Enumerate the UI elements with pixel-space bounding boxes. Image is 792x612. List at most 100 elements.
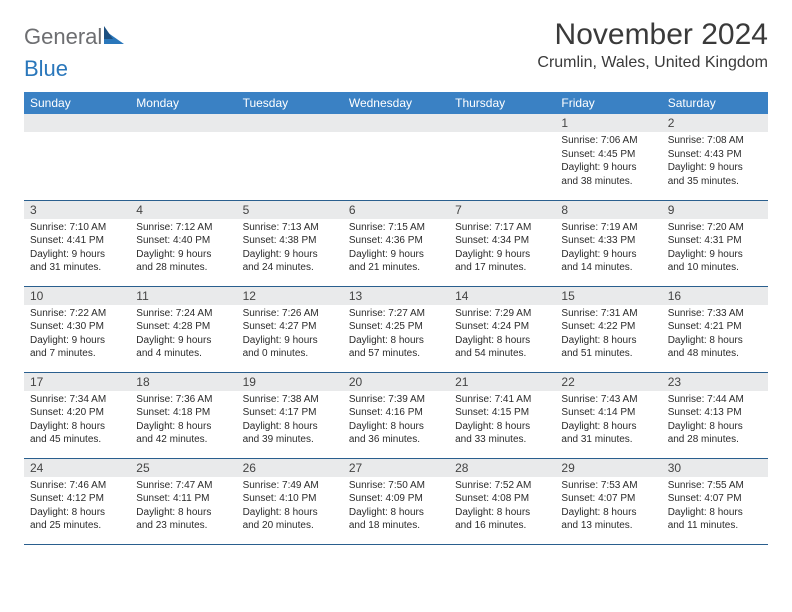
day-details: Sunrise: 7:36 AMSunset: 4:18 PMDaylight:… [130,391,236,451]
daylight-text: Daylight: 8 hours and 36 minutes. [349,420,443,447]
day-number: 5 [237,201,343,219]
daylight-text: Daylight: 9 hours and 17 minutes. [455,248,549,275]
calendar-day-cell: 2Sunrise: 7:08 AMSunset: 4:43 PMDaylight… [662,114,768,200]
day-number: 14 [449,287,555,305]
daylight-text: Daylight: 8 hours and 48 minutes. [668,334,762,361]
daylight-text: Daylight: 9 hours and 4 minutes. [136,334,230,361]
sunrise-text: Sunrise: 7:26 AM [243,307,337,321]
sunset-text: Sunset: 4:16 PM [349,406,443,420]
sunrise-text: Sunrise: 7:15 AM [349,221,443,235]
sunset-text: Sunset: 4:08 PM [455,492,549,506]
daylight-text: Daylight: 9 hours and 24 minutes. [243,248,337,275]
sunset-text: Sunset: 4:43 PM [668,148,762,162]
day-details: Sunrise: 7:22 AMSunset: 4:30 PMDaylight:… [24,305,130,365]
day-number [24,114,130,132]
day-details: Sunrise: 7:27 AMSunset: 4:25 PMDaylight:… [343,305,449,365]
sunset-text: Sunset: 4:34 PM [455,234,549,248]
brand-logo: General [24,24,124,50]
calendar-day-cell [237,114,343,200]
sunrise-text: Sunrise: 7:19 AM [561,221,655,235]
daylight-text: Daylight: 9 hours and 7 minutes. [30,334,124,361]
calendar-day-cell: 29Sunrise: 7:53 AMSunset: 4:07 PMDayligh… [555,458,661,544]
sunset-text: Sunset: 4:12 PM [30,492,124,506]
day-details: Sunrise: 7:39 AMSunset: 4:16 PMDaylight:… [343,391,449,451]
sunset-text: Sunset: 4:11 PM [136,492,230,506]
weekday-header: Sunday [24,92,130,114]
calendar-week-row: 10Sunrise: 7:22 AMSunset: 4:30 PMDayligh… [24,286,768,372]
day-number: 10 [24,287,130,305]
sunrise-text: Sunrise: 7:53 AM [561,479,655,493]
sunset-text: Sunset: 4:27 PM [243,320,337,334]
day-number: 20 [343,373,449,391]
sunset-text: Sunset: 4:33 PM [561,234,655,248]
calendar-day-cell: 21Sunrise: 7:41 AMSunset: 4:15 PMDayligh… [449,372,555,458]
day-number: 11 [130,287,236,305]
calendar-day-cell: 23Sunrise: 7:44 AMSunset: 4:13 PMDayligh… [662,372,768,458]
calendar-day-cell: 4Sunrise: 7:12 AMSunset: 4:40 PMDaylight… [130,200,236,286]
calendar-day-cell [343,114,449,200]
sunset-text: Sunset: 4:41 PM [30,234,124,248]
day-details: Sunrise: 7:17 AMSunset: 4:34 PMDaylight:… [449,219,555,279]
day-number: 18 [130,373,236,391]
day-number: 22 [555,373,661,391]
daylight-text: Daylight: 8 hours and 16 minutes. [455,506,549,533]
daylight-text: Daylight: 8 hours and 42 minutes. [136,420,230,447]
calendar-day-cell: 12Sunrise: 7:26 AMSunset: 4:27 PMDayligh… [237,286,343,372]
sunrise-text: Sunrise: 7:06 AM [561,134,655,148]
day-number: 1 [555,114,661,132]
calendar-day-cell: 15Sunrise: 7:31 AMSunset: 4:22 PMDayligh… [555,286,661,372]
day-number: 27 [343,459,449,477]
day-number: 3 [24,201,130,219]
calendar-day-cell: 13Sunrise: 7:27 AMSunset: 4:25 PMDayligh… [343,286,449,372]
day-details: Sunrise: 7:38 AMSunset: 4:17 PMDaylight:… [237,391,343,451]
calendar-body: 1 Sunrise: 7:06 AMSunset: 4:45 PM Daylight… [24,114,768,544]
daylight-text: Daylight: 8 hours and 54 minutes. [455,334,549,361]
day-details: Sunrise: 7:31 AMSunset: 4:22 PMDaylight:… [555,305,661,365]
daylight-text: Daylight: 9 hours and 0 minutes. [243,334,337,361]
sunset-text: Sunset: 4:22 PM [561,320,655,334]
calendar-week-row: 1Sunrise: 7:06 AMSunset: 4:45 PMDaylight… [24,114,768,200]
calendar-day-cell: 8Sunrise: 7:19 AMSunset: 4:33 PMDaylight… [555,200,661,286]
sunset-text: Sunset: 4:24 PM [455,320,549,334]
day-details: Sunrise: 7:55 AMSunset: 4:07 PMDaylight:… [662,477,768,537]
daylight-text: Daylight: 8 hours and 13 minutes. [561,506,655,533]
daylight-text: Daylight: 8 hours and 25 minutes. [30,506,124,533]
calendar-week-row: 17Sunrise: 7:34 AMSunset: 4:20 PMDayligh… [24,372,768,458]
sunrise-text: Sunrise: 7:46 AM [30,479,124,493]
calendar-day-cell: 3Sunrise: 7:10 AMSunset: 4:41 PMDaylight… [24,200,130,286]
day-number [237,114,343,132]
day-number: 16 [662,287,768,305]
day-number: 23 [662,373,768,391]
calendar-page: General November 2024 Crumlin, Wales, Un… [0,0,792,545]
sunset-text: Sunset: 4:15 PM [455,406,549,420]
sunset-text: Sunset: 4:13 PM [668,406,762,420]
day-details: Sunrise: 7:49 AMSunset: 4:10 PMDaylight:… [237,477,343,537]
day-number [343,114,449,132]
daylight-text: Daylight: 8 hours and 11 minutes. [668,506,762,533]
sunrise-text: Sunrise: 7:20 AM [668,221,762,235]
day-number: 30 [662,459,768,477]
sunrise-text: Sunrise: 7:39 AM [349,393,443,407]
day-number: 9 [662,201,768,219]
day-number: 4 [130,201,236,219]
calendar-day-cell: 7Sunrise: 7:17 AMSunset: 4:34 PMDaylight… [449,200,555,286]
day-details: Sunrise: 7:19 AMSunset: 4:33 PMDaylight:… [555,219,661,279]
weekday-header: Monday [130,92,236,114]
sunrise-text: Sunrise: 7:47 AM [136,479,230,493]
calendar-day-cell: 5Sunrise: 7:13 AMSunset: 4:38 PMDaylight… [237,200,343,286]
sunrise-text: Sunrise: 7:55 AM [668,479,762,493]
sunrise-text: Sunrise: 7:10 AM [30,221,124,235]
day-details: Sunrise: 7:20 AMSunset: 4:31 PMDaylight:… [662,219,768,279]
sunset-text: Sunset: 4:45 PM [561,148,655,162]
day-details: Sunrise: 7:53 AMSunset: 4:07 PMDaylight:… [555,477,661,537]
calendar-day-cell: 20Sunrise: 7:39 AMSunset: 4:16 PMDayligh… [343,372,449,458]
sunrise-text: Sunrise: 7:24 AM [136,307,230,321]
daylight-text: Daylight: 9 hours and 14 minutes. [561,248,655,275]
day-number [130,114,236,132]
day-number [449,114,555,132]
calendar-day-cell: 1Sunrise: 7:06 AMSunset: 4:45 PMDaylight… [555,114,661,200]
day-details: Sunrise: 7:26 AMSunset: 4:27 PMDaylight:… [237,305,343,365]
calendar-day-cell: 30Sunrise: 7:55 AMSunset: 4:07 PMDayligh… [662,458,768,544]
calendar-day-cell [130,114,236,200]
calendar-day-cell: 11Sunrise: 7:24 AMSunset: 4:28 PMDayligh… [130,286,236,372]
